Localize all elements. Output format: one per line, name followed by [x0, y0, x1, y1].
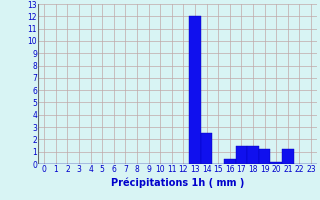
- X-axis label: Précipitations 1h ( mm ): Précipitations 1h ( mm ): [111, 177, 244, 188]
- Bar: [189, 16, 201, 164]
- Bar: [282, 149, 294, 164]
- Bar: [247, 146, 259, 164]
- Bar: [259, 149, 270, 164]
- Bar: [201, 133, 212, 164]
- Bar: [236, 146, 247, 164]
- Bar: [270, 162, 282, 164]
- Bar: [224, 159, 236, 164]
